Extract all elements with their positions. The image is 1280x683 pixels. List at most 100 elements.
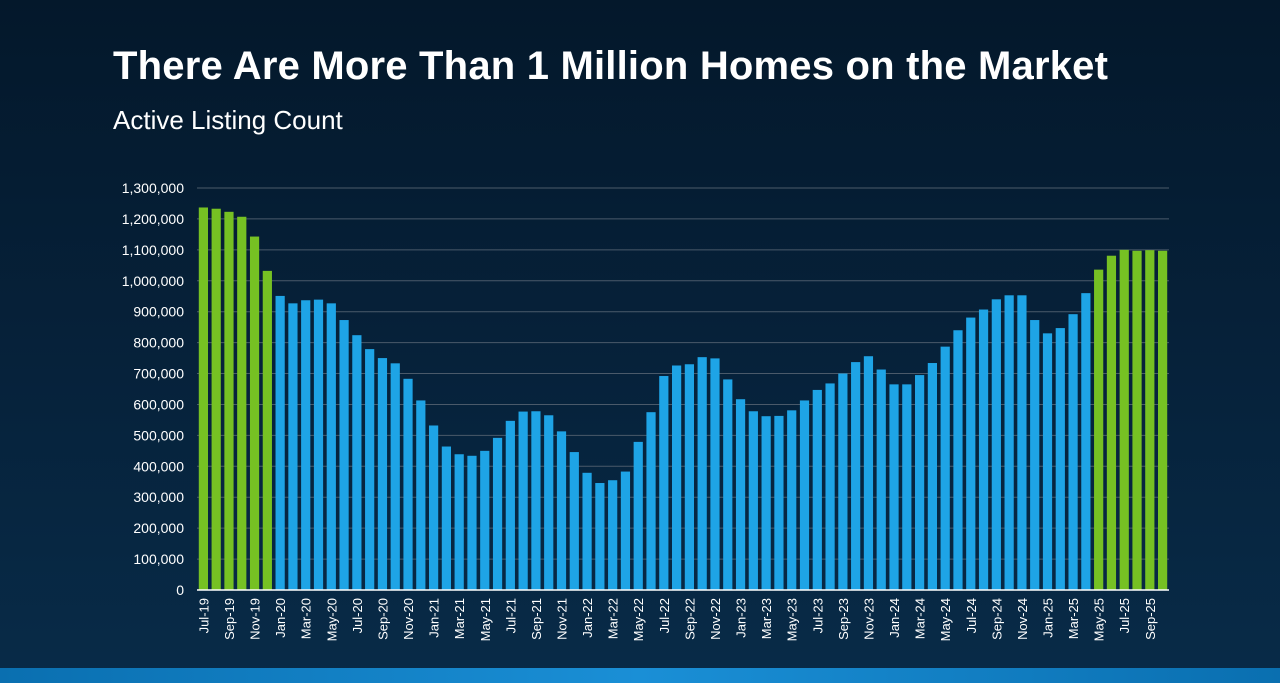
bar-Aug-22: [672, 365, 682, 590]
y-tick-label: 600,000: [133, 396, 184, 412]
bar-Mar-21: [454, 454, 464, 590]
bar-Aug-20: [365, 349, 375, 590]
x-tick-label: Jul-20: [350, 598, 365, 633]
y-tick-label: 1,100,000: [122, 242, 184, 258]
bar-Oct-24: [1004, 295, 1014, 590]
bar-Sep-22: [684, 364, 694, 590]
x-tick-label: Nov-19: [248, 598, 263, 640]
x-tick-label: May-21: [478, 598, 493, 641]
y-tick-label: 400,000: [133, 458, 184, 474]
x-tick-label: Jan-20: [273, 598, 288, 638]
chart-subtitle: Active Listing Count: [113, 105, 343, 135]
chart-title: There Are More Than 1 Million Homes on t…: [113, 44, 1109, 88]
bar-Dec-20: [416, 400, 426, 590]
bar-Apr-24: [927, 363, 937, 590]
y-tick-label: 1,300,000: [122, 180, 184, 196]
x-tick-label: Jan-21: [427, 598, 442, 638]
bar-May-24: [940, 346, 950, 590]
x-tick-label: Nov-21: [555, 598, 570, 640]
x-tick-label: Mar-25: [1066, 598, 1081, 639]
x-tick-label: Jul-25: [1117, 598, 1132, 633]
x-tick-label: Sep-20: [375, 598, 390, 640]
bar-Oct-23: [851, 362, 861, 590]
bar-May-22: [633, 441, 643, 590]
bar-Jul-22: [659, 376, 669, 590]
x-tick-label: Mar-24: [913, 598, 928, 639]
bar-Jul-21: [505, 420, 515, 590]
bar-Aug-25: [1132, 250, 1142, 590]
bar-Dec-21: [569, 452, 579, 590]
bar-Mar-20: [301, 300, 311, 590]
bar-Jun-21: [492, 437, 503, 590]
bar-Mar-25: [1068, 314, 1078, 590]
y-tick-label: 1,000,000: [122, 273, 184, 289]
x-tick-label: Jul-21: [503, 598, 518, 633]
bar-Oct-21: [544, 415, 554, 590]
y-tick-label: 200,000: [133, 520, 184, 536]
x-tick-label: Jul-22: [657, 598, 672, 633]
bar-Dec-22: [723, 379, 733, 590]
bar-Sep-24: [991, 299, 1001, 590]
x-tick-label: May-24: [938, 598, 953, 641]
bar-Apr-23: [774, 415, 784, 590]
bar-Oct-20: [390, 363, 400, 590]
bar-Feb-21: [441, 446, 451, 590]
bar-Jul-24: [966, 317, 976, 590]
footer-accent-bar: [0, 668, 1280, 683]
bar-Aug-24: [978, 309, 989, 590]
bar-Oct-19: [237, 216, 247, 590]
bar-Nov-24: [1017, 295, 1027, 590]
x-tick-label: Jul-19: [196, 598, 211, 633]
x-tick-label: Nov-23: [861, 598, 876, 640]
bar-Nov-22: [710, 358, 720, 590]
bar-Jan-24: [889, 384, 899, 590]
y-tick-label: 500,000: [133, 427, 184, 443]
y-tick-label: 100,000: [133, 551, 184, 567]
bar-Jun-24: [953, 330, 963, 590]
x-tick-label: Sep-25: [1143, 598, 1158, 640]
x-tick-label: Jan-22: [580, 598, 595, 638]
bar-Nov-23: [863, 356, 874, 590]
bar-Feb-24: [902, 384, 912, 590]
bar-Dec-24: [1030, 320, 1040, 590]
bar-Jun-23: [799, 400, 810, 590]
bar-Feb-20: [288, 303, 298, 590]
bar-Jul-19: [198, 207, 208, 591]
bar-Sep-21: [531, 411, 541, 590]
x-tick-label: Sep-23: [836, 598, 851, 640]
bar-Aug-23: [825, 383, 835, 590]
bar-Apr-22: [620, 471, 631, 590]
x-tick-label: Jul-24: [964, 598, 979, 633]
bar-Aug-21: [518, 411, 528, 590]
bar-Feb-23: [748, 411, 758, 590]
x-tick-label: Mar-22: [606, 598, 621, 639]
y-tick-label: 300,000: [133, 489, 184, 505]
bar-Jan-25: [1042, 333, 1053, 590]
bar-Mar-22: [608, 480, 618, 590]
bar-Mar-24: [915, 375, 925, 590]
x-tick-label: Mar-23: [759, 598, 774, 639]
bar-Nov-21: [556, 431, 567, 590]
bar-May-20: [326, 303, 336, 590]
bar-Apr-20: [313, 299, 324, 590]
y-tick-label: 900,000: [133, 304, 184, 320]
bar-Jul-20: [352, 335, 362, 590]
bar-Jul-25: [1119, 249, 1129, 590]
x-tick-label: May-20: [324, 598, 339, 641]
bar-Apr-21: [467, 455, 477, 590]
bar-Jun-22: [646, 412, 656, 590]
y-tick-label: 700,000: [133, 366, 184, 382]
bar-Feb-25: [1055, 328, 1065, 590]
x-tick-label: Sep-21: [529, 598, 544, 640]
bar-Jan-20: [275, 295, 285, 590]
x-tick-label: Jul-23: [810, 598, 825, 633]
x-tick-label: Nov-20: [401, 598, 416, 640]
bar-Dec-23: [876, 369, 886, 590]
bar-Aug-19: [211, 208, 221, 590]
x-tick-label: Mar-20: [299, 598, 314, 639]
x-tick-label: Jan-25: [1041, 598, 1056, 638]
x-tick-label: Jan-24: [887, 598, 902, 638]
x-tick-label: May-23: [785, 598, 800, 641]
bar-Jun-20: [339, 320, 349, 590]
bar-Oct-22: [697, 357, 707, 590]
